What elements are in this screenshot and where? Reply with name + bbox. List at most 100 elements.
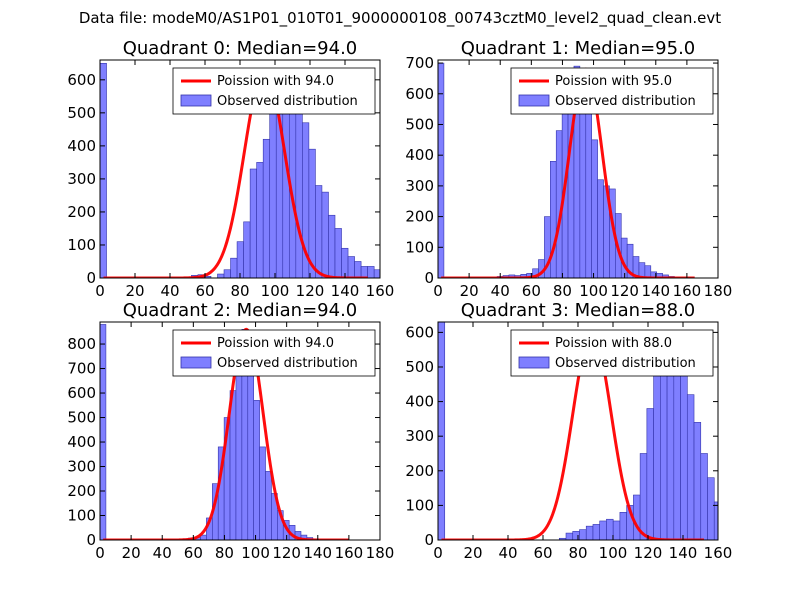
quadrant-3-bar [639, 453, 648, 540]
quadrant-3-legend-bar-swatch [518, 356, 550, 369]
quadrant-0-bar [295, 97, 303, 278]
quadrant-0-bar [315, 185, 323, 278]
quadrant-0-legend-bar-label: Observed distribution [217, 94, 358, 109]
quadrant-0-title: Quadrant 0: Median=94.0 [123, 38, 358, 59]
quadrant-3-xtick-label: 80 [568, 544, 587, 562]
quadrant-3-bar [734, 523, 741, 540]
quadrant-3-legend: Poission with 88.0 Observed distribution [510, 329, 714, 377]
figure-suptitle: Data file: modeM0/AS1P01_010T01_90000001… [79, 9, 721, 28]
quadrant-0-ytick-label: 600 [67, 71, 96, 89]
quadrant-2-bar [100, 324, 107, 540]
quadrant-1-bar [585, 105, 592, 278]
quadrant-0-xtick-label: 140 [331, 282, 360, 300]
quadrant-3-xtick-label: 0 [433, 544, 443, 562]
quadrant-1-xtick-label: 80 [553, 282, 572, 300]
quadrant-0-legend-line-label: Poission with 94.0 [217, 74, 334, 89]
quadrant-2-xtick-label: 100 [241, 544, 270, 562]
quadrant-2-xtick-label: 140 [303, 544, 332, 562]
quadrant-0-xtick-label: 40 [160, 282, 179, 300]
quadrant-1-panel: Quadrant 1: Median=95.00 20 40 60 80 100 120 14… [405, 38, 732, 300]
quadrant-1-xtick-label: 0 [433, 282, 443, 300]
quadrant-3-xtick-label: 160 [704, 544, 733, 562]
quadrant-2-bar [259, 446, 266, 540]
quadrant-0-legend: Poission with 94.0 Observed distribution [172, 67, 376, 115]
quadrant-1-ytick-label: 700 [405, 54, 434, 72]
quadrant-0-bar [387, 273, 394, 278]
quadrant-3-bar [579, 529, 587, 540]
quadrant-0-xtick-label: 120 [296, 282, 325, 300]
quadrant-2-bar [235, 358, 243, 540]
quadrant-1-xtick-label: 100 [579, 282, 608, 300]
quadrant-2-bars [100, 324, 320, 540]
quadrant-0-legend-bar-swatch [180, 94, 212, 107]
quadrant-0-bar [394, 275, 401, 278]
quadrant-3-bar [755, 537, 762, 540]
quadrant-3-bar [599, 520, 607, 540]
quadrant-3-bar [721, 512, 728, 540]
quadrant-3-xtick-label: 60 [533, 544, 552, 562]
quadrant-0-ytick-label: 400 [67, 137, 96, 155]
quadrant-1-legend-bar-label: Observed distribution [555, 94, 696, 109]
quadrant-0-bar [256, 162, 264, 278]
quadrant-0-bar [354, 261, 362, 278]
quadrant-0-bar [243, 221, 251, 278]
quadrant-3-bar [680, 363, 688, 540]
quadrant-2-ytick-label: 500 [67, 409, 96, 427]
quadrant-2-bar [247, 348, 254, 540]
quadrant-2-bar [265, 471, 272, 540]
quadrant-2-bar [229, 390, 237, 540]
quadrant-1-bar [550, 161, 557, 278]
quadrant-3-bar [646, 408, 654, 540]
quadrant-2-legend: Poission with 94.0 Observed distribution [172, 329, 376, 377]
quadrant-2-ytick-label: 0 [86, 531, 96, 549]
quadrant-3-ytick-label: 500 [405, 358, 434, 376]
quadrant-2-title: Quadrant 2: Median=94.0 [123, 300, 358, 321]
quadrant-0-bar [360, 266, 368, 278]
quadrant-0-bar [334, 228, 342, 278]
quadrant-1-xtick-label: 20 [460, 282, 479, 300]
quadrant-2-bar [253, 400, 260, 540]
quadrant-0-bar [100, 63, 107, 278]
quadrant-3-ytick-label: 0 [424, 531, 434, 549]
quadrant-1-xtick-label: 160 [673, 282, 702, 300]
quadrant-2-ytick-label: 700 [67, 360, 96, 378]
quadrant-3-ytick-label: 200 [405, 462, 434, 480]
quadrant-2-ytick-label: 800 [67, 335, 96, 353]
quadrant-1-legend: Poission with 95.0 Observed distribution [510, 67, 714, 115]
quadrant-0-bar [262, 138, 271, 278]
quadrant-2-xtick-label: 80 [215, 544, 234, 562]
quadrant-2-xtick-label: 180 [366, 544, 395, 562]
quadrant-0-panel: Quadrant 0: Median=94.0 0 20 40 60 80 100 120 14… [67, 38, 401, 300]
quadrant-0-bar [217, 273, 225, 278]
quadrant-0-bar [373, 269, 380, 278]
quadrant-2-ytick-label: 400 [67, 433, 96, 451]
quadrant-1-ytick-label: 0 [424, 269, 434, 287]
quadrant-0-ytick-label: 0 [86, 269, 96, 287]
quadrant-3-title: Quadrant 3: Median=88.0 [461, 300, 696, 321]
quadrant-2-ytick-label: 100 [67, 507, 96, 525]
quadrant-1-xtick-label: 60 [522, 282, 541, 300]
quadrant-0-xtick-label: 0 [95, 282, 105, 300]
quadrant-0-ytick-label: 300 [67, 170, 96, 188]
quadrant-0-ytick-label: 500 [67, 104, 96, 122]
quadrant-2-legend-bar-label: Observed distribution [217, 356, 358, 371]
quadrant-1-bar [438, 62, 445, 278]
quadrant-3-bar [693, 422, 702, 540]
quadrant-0-bar [236, 241, 244, 278]
quadrant-2-axes-frame [99, 321, 381, 541]
quadrant-3-xtick-label: 100 [599, 544, 628, 562]
quadrant-2-legend-line-label: Poission with 94.0 [217, 336, 334, 351]
quadrant-1-ytick-label: 200 [405, 208, 434, 226]
quadrant-3-bar [741, 530, 748, 540]
quadrant-1-xtick-label: 120 [610, 282, 639, 300]
quadrant-3-ytick-label: 600 [405, 323, 434, 341]
quadrant-3-bar [686, 394, 695, 540]
quadrant-3-xtick-label: 120 [634, 544, 663, 562]
quadrant-3-bar [728, 519, 735, 540]
quadrant-0-bar [223, 269, 231, 278]
quadrant-1-legend-line-label: Poission with 95.0 [555, 74, 672, 89]
quadrant-2-xtick-label: 20 [122, 544, 141, 562]
quadrant-3-bar [565, 532, 574, 540]
quadrant-3-legend-line-label: Poission with 88.0 [555, 336, 672, 351]
